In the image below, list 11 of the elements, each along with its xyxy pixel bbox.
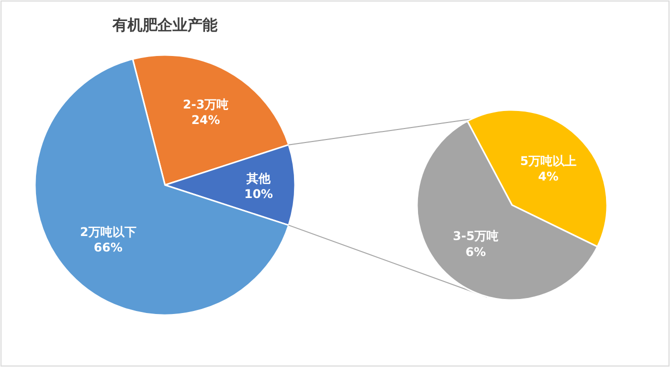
slice-label: 2-3万吨 [182, 98, 229, 112]
data-label: 10% [244, 187, 273, 202]
slice-label: 其他 [246, 172, 272, 186]
slice-label: 2万吨以下 [80, 224, 136, 239]
slice-label: 3-5万吨 [452, 229, 499, 244]
chart-title: 有机肥企业产能 [112, 16, 218, 34]
data-label: 4% [538, 170, 558, 184]
data-label: 6% [466, 244, 486, 259]
data-label: 24% [191, 113, 220, 128]
slice-label: 5万吨以上 [520, 154, 576, 168]
data-label: 66% [94, 240, 123, 255]
